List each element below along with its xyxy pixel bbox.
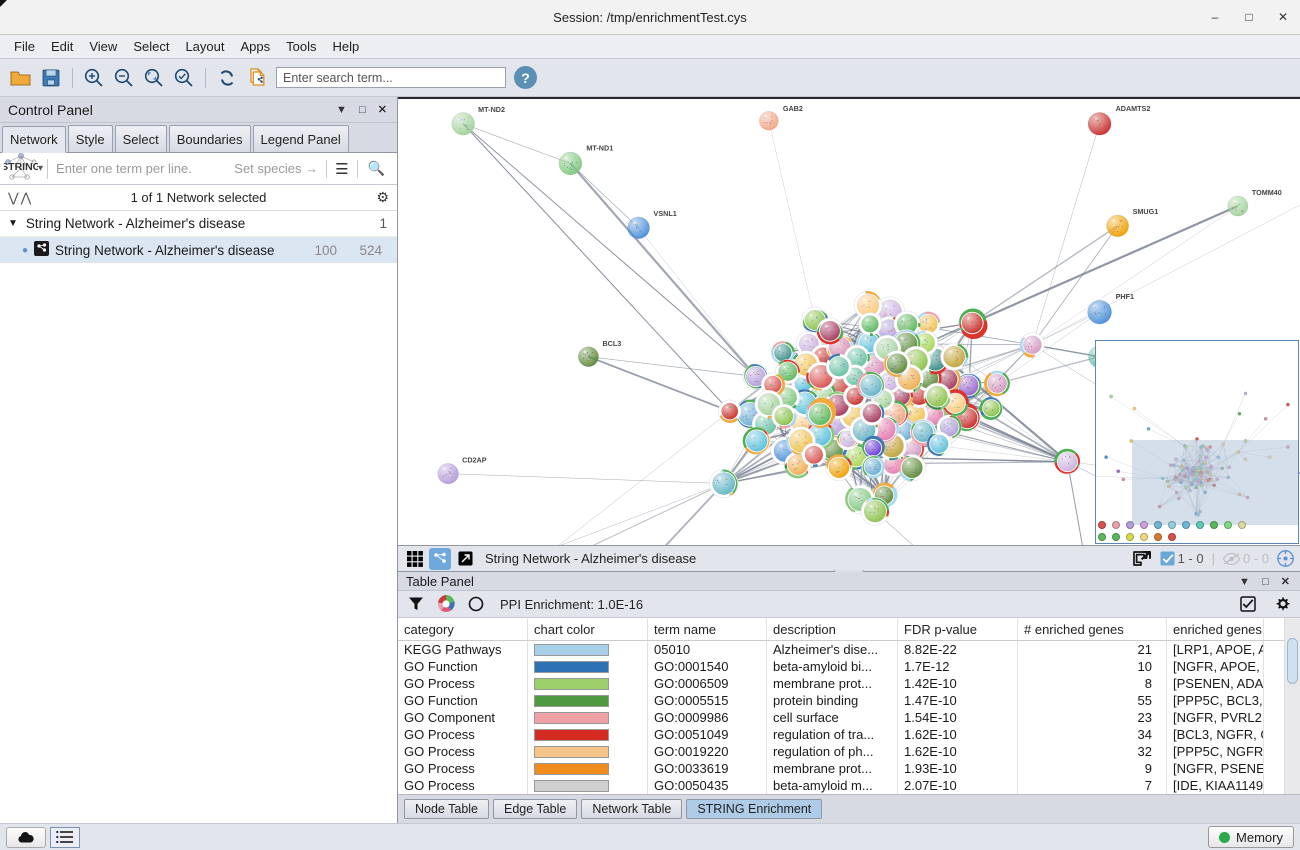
svg-text:GAB2: GAB2 [783, 105, 803, 113]
svg-text:SMUG1: SMUG1 [1133, 208, 1159, 216]
svg-text:MT-ND2: MT-ND2 [478, 106, 505, 114]
svg-text:VSNL1: VSNL1 [654, 210, 677, 218]
svg-text:MT-ND1: MT-ND1 [586, 145, 613, 153]
svg-text:ADAMTS2: ADAMTS2 [1116, 105, 1151, 113]
svg-text:TOMM40: TOMM40 [1252, 189, 1282, 197]
svg-text:STRING: STRING [4, 161, 38, 173]
svg-text:CD2AP: CD2AP [462, 457, 487, 465]
svg-text:BCL3: BCL3 [602, 340, 621, 348]
svg-text:PHF1: PHF1 [1116, 293, 1134, 301]
